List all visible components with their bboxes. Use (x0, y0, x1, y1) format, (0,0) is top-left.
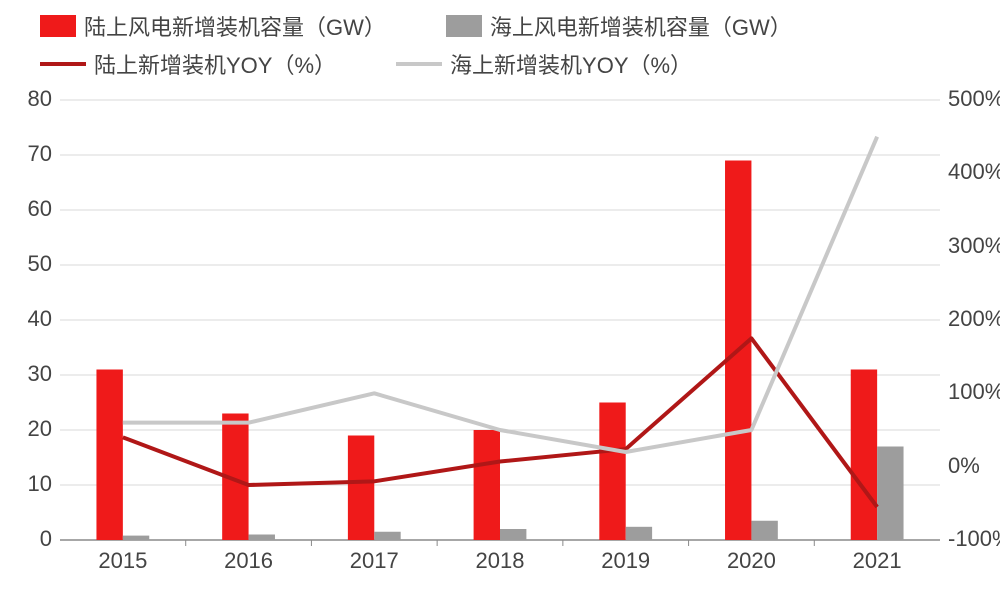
y-left-tick-label: 60 (28, 196, 52, 222)
y-left-tick-label: 40 (28, 306, 52, 332)
x-tick-label: 2020 (721, 548, 781, 574)
x-tick-label: 2019 (596, 548, 656, 574)
line-offshore_line (123, 137, 877, 452)
bar-offshore_bar (123, 536, 149, 540)
legend-item-onshore-line: 陆上新增装机YOY（%） (40, 48, 336, 80)
y-left-tick-label: 0 (40, 526, 52, 552)
bar-onshore_bar (96, 370, 122, 541)
bar-onshore_bar (851, 370, 877, 541)
y-right-tick-label: -100% (948, 526, 1000, 552)
y-right-tick-label: 500% (948, 86, 1000, 112)
legend-label: 陆上风电新增装机容量（GW） (84, 10, 386, 42)
bar-swatch-icon (40, 15, 76, 37)
bar-offshore_bar (500, 529, 526, 540)
y-right-tick-label: 200% (948, 306, 1000, 332)
x-tick-label: 2021 (847, 548, 907, 574)
bar-offshore_bar (374, 532, 400, 540)
y-left-tick-label: 20 (28, 416, 52, 442)
legend: 陆上风电新增装机容量（GW） 海上风电新增装机容量（GW） 陆上新增装机YOY（… (40, 10, 960, 86)
line-swatch-icon (40, 62, 86, 66)
bar-onshore_bar (599, 403, 625, 541)
y-left-tick-label: 30 (28, 361, 52, 387)
legend-item-offshore-line: 海上新增装机YOY（%） (396, 48, 692, 80)
legend-label: 海上新增装机YOY（%） (450, 48, 692, 80)
y-left-tick-label: 10 (28, 471, 52, 497)
bar-onshore_bar (474, 430, 500, 540)
legend-item-offshore-bar: 海上风电新增装机容量（GW） (446, 10, 792, 42)
chart-container: 陆上风电新增装机容量（GW） 海上风电新增装机容量（GW） 陆上新增装机YOY（… (0, 0, 1000, 601)
y-right-tick-label: 400% (948, 159, 1000, 185)
bar-offshore_bar (877, 447, 903, 541)
legend-label: 陆上新增装机YOY（%） (94, 48, 336, 80)
plot-area (60, 100, 940, 540)
y-left-tick-label: 70 (28, 141, 52, 167)
bar-offshore_bar (249, 535, 275, 541)
y-right-tick-label: 100% (948, 379, 1000, 405)
bar-offshore_bar (751, 521, 777, 540)
legend-item-onshore-bar: 陆上风电新增装机容量（GW） (40, 10, 386, 42)
legend-label: 海上风电新增装机容量（GW） (490, 10, 792, 42)
bar-offshore_bar (626, 527, 652, 540)
bar-swatch-icon (446, 15, 482, 37)
x-tick-label: 2015 (93, 548, 153, 574)
y-left-tick-label: 50 (28, 251, 52, 277)
line-swatch-icon (396, 62, 442, 66)
bar-onshore_bar (348, 436, 374, 541)
x-tick-label: 2017 (344, 548, 404, 574)
x-tick-label: 2016 (219, 548, 279, 574)
x-tick-label: 2018 (470, 548, 530, 574)
y-left-tick-label: 80 (28, 86, 52, 112)
y-right-tick-label: 0% (948, 453, 980, 479)
y-right-tick-label: 300% (948, 233, 1000, 259)
